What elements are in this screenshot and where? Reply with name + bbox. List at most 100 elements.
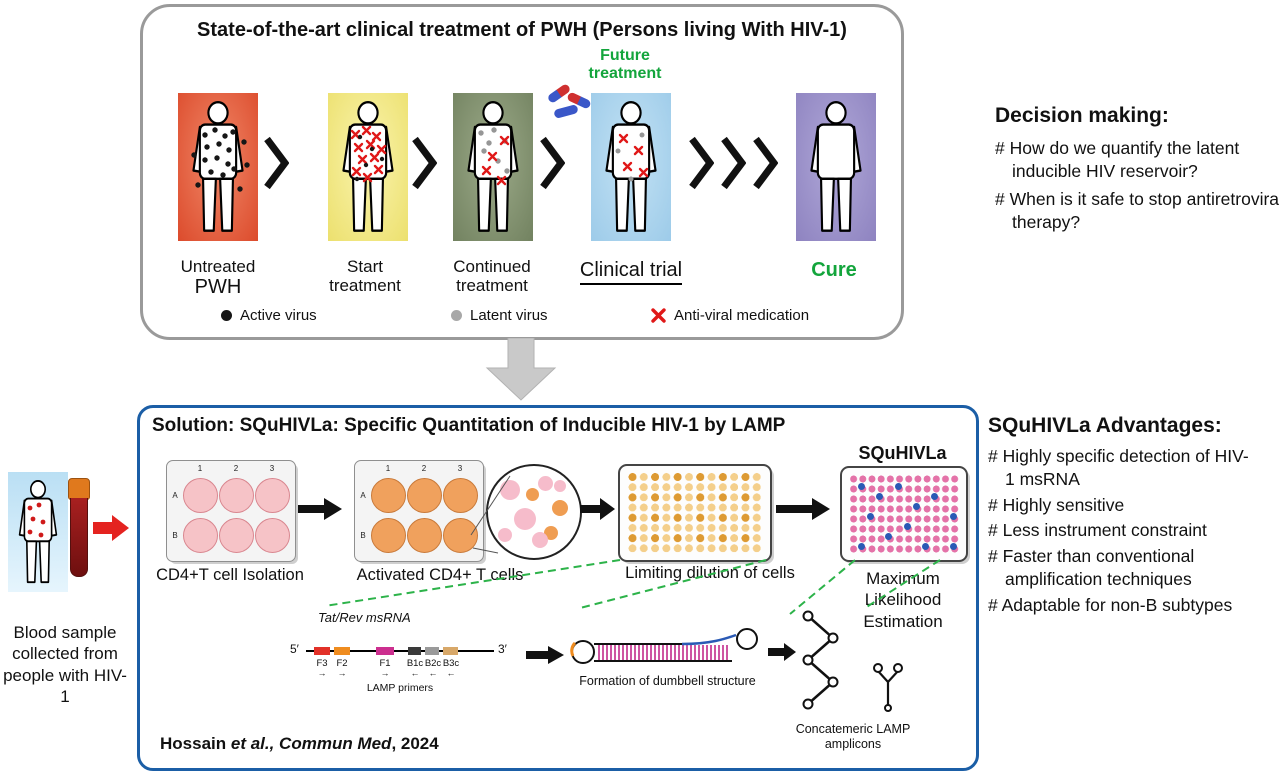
primer-direction-arrow-icon: ←	[446, 667, 456, 678]
primer-block-f2	[334, 647, 350, 655]
primer-direction-arrow-icon: →	[317, 667, 327, 678]
stage-label: Clinical trial	[556, 259, 706, 285]
well	[254, 477, 290, 513]
stage-cure-figure	[796, 93, 876, 241]
citation-journal: et al., Commun Med	[230, 734, 392, 753]
active-virus-dot-icon	[221, 310, 232, 321]
rna-label: Tat/Rev msRNA	[318, 610, 411, 625]
lamp-amplicons-structure	[802, 610, 903, 712]
stage-clinical-trial-figure	[591, 93, 671, 241]
right-arrow-icon	[298, 498, 342, 520]
plate-col-label: 2	[233, 464, 239, 473]
decision-item: # How do we quantify the latent inducibl…	[995, 138, 1240, 182]
squhivla-result-plate	[840, 466, 968, 562]
active-virus-dots-icon	[191, 127, 250, 192]
primer-block-b1c	[408, 647, 421, 655]
legend-latent-virus: Latent virus	[451, 307, 548, 324]
plate-row-label: B	[172, 531, 178, 541]
right-arrow-icon	[580, 498, 615, 520]
legend-antiviral: Anti-viral medication	[651, 307, 809, 324]
five-prime-label: 5′	[290, 642, 299, 656]
latent-virus-dots-icon	[615, 132, 645, 182]
advantages-title: SQuHIVLa Advantages:	[988, 414, 1222, 437]
advantage-item: # Highly sensitive	[988, 494, 1125, 515]
active-virus-dots-icon	[354, 134, 385, 182]
plate-row-label: A	[172, 490, 178, 500]
plate-row-label: B	[360, 531, 366, 541]
chevron-icon	[263, 133, 289, 193]
primer-direction-arrow-icon: →	[380, 667, 390, 678]
pill-icon	[553, 104, 579, 119]
antiviral-x-icon	[651, 308, 666, 323]
cell-icon	[526, 488, 539, 501]
well	[254, 518, 290, 554]
legend-label: Anti-viral medication	[674, 307, 810, 324]
legend-label: Active virus	[240, 307, 317, 324]
stage-continued-treatment-figure	[453, 93, 533, 241]
top-panel-title: State-of-the-art clinical treatment of P…	[197, 19, 847, 41]
step-label: Limiting dilution of cells	[625, 564, 795, 582]
decision-title: Decision making:	[995, 104, 1169, 127]
plate-col-label: 1	[385, 464, 391, 473]
primer-direction-arrow-icon: ←	[428, 667, 438, 678]
advantage-item: # Highly specific detection of HIV-1 msR…	[988, 446, 1249, 489]
blood-tube-icon	[70, 498, 88, 577]
primer-block-f3	[314, 647, 330, 655]
squhivla-plate-label: SQuHIVLa	[858, 443, 947, 463]
primer-label: B2c ←	[422, 659, 444, 678]
cell-icon	[500, 480, 520, 500]
rna-strand-line	[306, 650, 494, 652]
chevron-icon	[539, 133, 565, 193]
plate-col-label: 3	[457, 464, 463, 473]
cell-icon	[532, 532, 548, 548]
well	[182, 477, 218, 513]
latent-virus-dot-icon	[451, 310, 462, 321]
cell-icon	[552, 500, 568, 516]
chevron-icon	[720, 133, 746, 193]
well	[218, 518, 254, 554]
magnified-cells-circle	[486, 464, 582, 560]
chevron-icon	[688, 133, 714, 193]
cell-icon	[498, 528, 512, 542]
cell-icon	[538, 476, 553, 491]
advantage-item: # Faster than conventional amplification…	[988, 546, 1195, 589]
three-prime-label: 3′	[498, 642, 507, 656]
squhivla-solution-panel: Solution: SQuHIVLa: Specific Quantitatio…	[137, 405, 979, 771]
blood-sample-label: Blood sample collected from people with …	[3, 623, 127, 706]
legend-active-virus: Active virus	[221, 307, 317, 324]
advantage-item: # Less instrument constraint	[988, 520, 1207, 541]
primer-direction-arrow-icon: →	[337, 667, 347, 678]
amplicon-caption: Concatemeric LAMP amplicons	[795, 722, 911, 751]
step-label: CD4+T cell Isolation	[156, 566, 304, 584]
primer-label: B1c ←	[404, 659, 426, 678]
stage-label: treatment	[329, 276, 401, 295]
cell-icon	[514, 508, 536, 530]
stage-label: Untreated	[180, 257, 256, 276]
red-right-arrow-icon	[93, 515, 129, 541]
legend-label: Latent virus	[470, 307, 548, 324]
dumbbell-structure	[570, 628, 758, 664]
chevron-icon	[752, 133, 778, 193]
decision-item: # When is it safe to stop antiretroviral…	[995, 189, 1280, 233]
primer-block-b3c	[443, 647, 458, 655]
plate-col-label: 1	[197, 464, 203, 473]
plate-col-label: 2	[421, 464, 427, 473]
down-arrow-icon	[485, 338, 557, 401]
stage-label: PWH	[194, 276, 242, 298]
primer-label: F3 →	[311, 659, 333, 678]
stage-label: treatment	[456, 276, 528, 295]
virus-dots-icon	[27, 502, 46, 538]
step-label: Activated CD4+ T cells	[356, 566, 524, 584]
right-arrow-icon	[776, 498, 830, 520]
citation-author: Hossain	[160, 734, 231, 753]
solution-title: Solution: SQuHIVLa: Specific Quantitatio…	[152, 415, 786, 436]
limiting-dilution-plate	[618, 464, 772, 562]
clinical-treatment-panel: State-of-the-art clinical treatment of P…	[140, 4, 904, 340]
cd4-isolation-plate: 1 2 3 A B	[166, 460, 296, 562]
well	[370, 477, 406, 513]
stage-start-treatment-figure	[328, 93, 408, 241]
advantages-block: SQuHIVLa Advantages: # Highly specific d…	[988, 414, 1253, 619]
future-treatment-label: Future treatment	[588, 47, 662, 82]
positive-wells-icon	[858, 483, 865, 490]
primer-label: F1 →	[374, 659, 396, 678]
